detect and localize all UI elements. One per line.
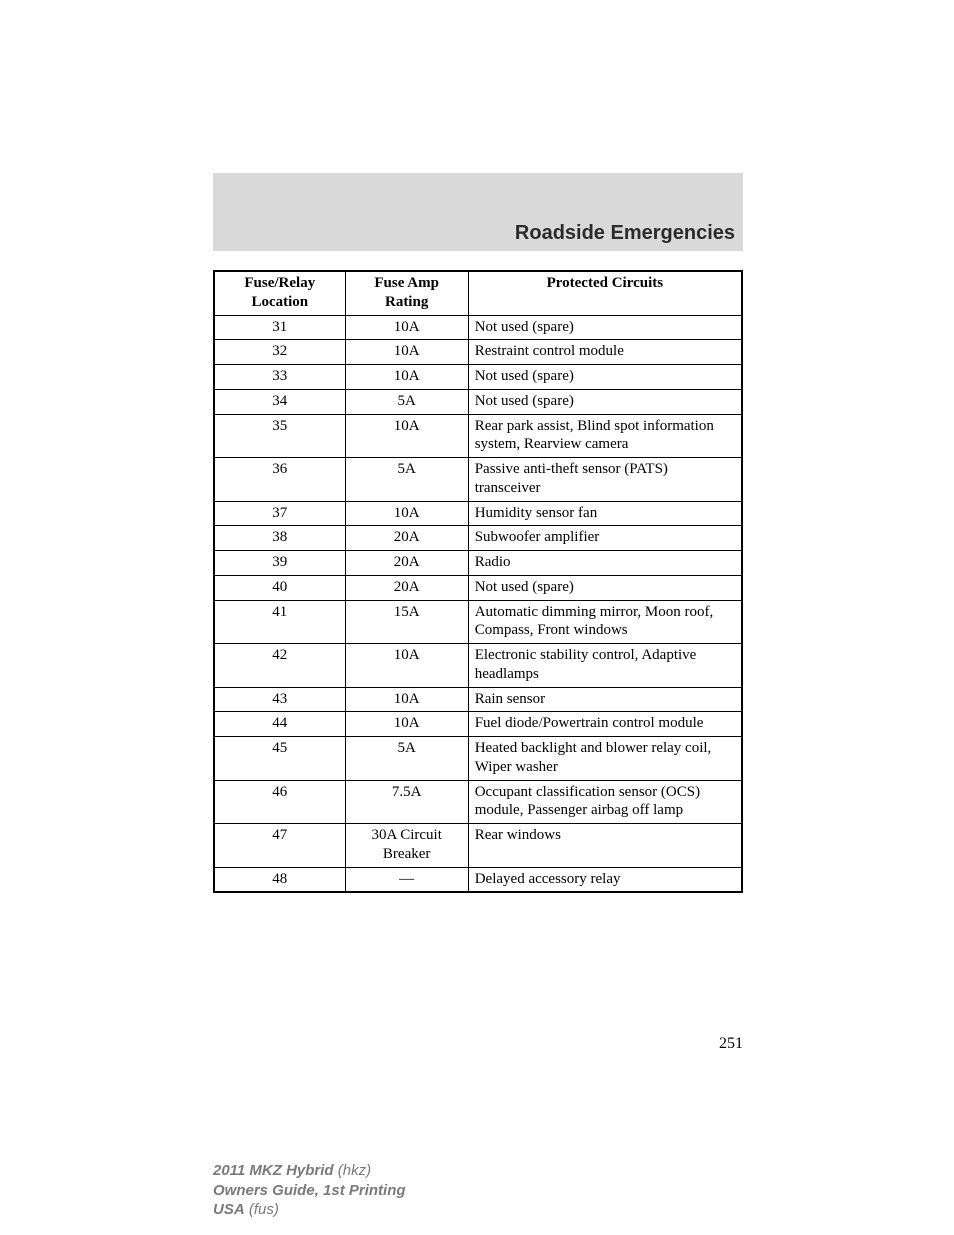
cell-fuse-location: 42	[214, 644, 345, 688]
cell-fuse-location: 32	[214, 340, 345, 365]
section-title: Roadside Emergencies	[515, 222, 735, 245]
table-row: 4020ANot used (spare)	[214, 575, 742, 600]
table-row: 3110ANot used (spare)	[214, 315, 742, 340]
header-cell-text: Fuse Amp	[374, 275, 439, 291]
footer-line-2: Owners Guide, 1st Printing	[213, 1181, 406, 1201]
cell-fuse-amp: 20A	[345, 575, 468, 600]
cell-fuse-location: 37	[214, 501, 345, 526]
cell-fuse-amp: 7.5A	[345, 780, 468, 824]
header-fuse-amp: Fuse Amp Rating	[345, 271, 468, 315]
table-row: 345ANot used (spare)	[214, 389, 742, 414]
cell-protected-circuits: Delayed accessory relay	[468, 867, 742, 892]
cell-fuse-amp: 30A Circuit Breaker	[345, 824, 468, 868]
cell-fuse-amp: 15A	[345, 600, 468, 644]
cell-fuse-location: 47	[214, 824, 345, 868]
cell-fuse-amp: —	[345, 867, 468, 892]
cell-protected-circuits: Radio	[468, 551, 742, 576]
cell-fuse-location: 34	[214, 389, 345, 414]
header-cell-text: Protected Circuits	[547, 275, 664, 291]
cell-fuse-amp: 10A	[345, 501, 468, 526]
table-row: 4410AFuel diode/Powertrain control modul…	[214, 712, 742, 737]
cell-fuse-location: 36	[214, 458, 345, 502]
cell-fuse-amp: 10A	[345, 340, 468, 365]
table-row: 4115AAutomatic dimming mirror, Moon roof…	[214, 600, 742, 644]
cell-fuse-amp: 10A	[345, 414, 468, 458]
cell-protected-circuits: Not used (spare)	[468, 389, 742, 414]
cell-fuse-location: 35	[214, 414, 345, 458]
cell-protected-circuits: Not used (spare)	[468, 365, 742, 390]
page: Roadside Emergencies Fuse/Relay Location…	[0, 0, 954, 1235]
header-cell-text: Rating	[385, 294, 428, 310]
cell-fuse-amp: 10A	[345, 687, 468, 712]
table-header-row: Fuse/Relay Location Fuse Amp Rating Prot…	[214, 271, 742, 315]
cell-protected-circuits: Rain sensor	[468, 687, 742, 712]
table-row: 3210ARestraint control module	[214, 340, 742, 365]
cell-fuse-location: 40	[214, 575, 345, 600]
table-row: 3710AHumidity sensor fan	[214, 501, 742, 526]
table-row: 4730A Circuit BreakerRear windows	[214, 824, 742, 868]
cell-protected-circuits: Electronic stability control, Adaptive h…	[468, 644, 742, 688]
cell-fuse-location: 43	[214, 687, 345, 712]
cell-fuse-location: 31	[214, 315, 345, 340]
footer-guide: Owners Guide, 1st Printing	[213, 1182, 406, 1199]
table-row: 48—Delayed accessory relay	[214, 867, 742, 892]
cell-fuse-amp: 5A	[345, 389, 468, 414]
cell-protected-circuits: Not used (spare)	[468, 315, 742, 340]
cell-fuse-amp: 5A	[345, 458, 468, 502]
cell-protected-circuits: Humidity sensor fan	[468, 501, 742, 526]
cell-fuse-location: 33	[214, 365, 345, 390]
cell-fuse-location: 48	[214, 867, 345, 892]
table-row: 455AHeated backlight and blower relay co…	[214, 737, 742, 781]
cell-protected-circuits: Passive anti-theft sensor (PATS) transce…	[468, 458, 742, 502]
table-row: 365APassive anti-theft sensor (PATS) tra…	[214, 458, 742, 502]
footer-line-1: 2011 MKZ Hybrid (hkz)	[213, 1161, 406, 1181]
table-row: 3920ARadio	[214, 551, 742, 576]
footer-region: USA	[213, 1201, 245, 1218]
section-header-block: Roadside Emergencies	[213, 173, 743, 251]
cell-protected-circuits: Rear windows	[468, 824, 742, 868]
table-row: 3310ANot used (spare)	[214, 365, 742, 390]
cell-fuse-amp: 20A	[345, 526, 468, 551]
cell-fuse-amp: 20A	[345, 551, 468, 576]
footer-model: 2011 MKZ Hybrid	[213, 1162, 334, 1179]
fuse-table: Fuse/Relay Location Fuse Amp Rating Prot…	[213, 270, 743, 893]
cell-protected-circuits: Not used (spare)	[468, 575, 742, 600]
cell-protected-circuits: Occupant classification sensor (OCS) mod…	[468, 780, 742, 824]
footer-model-code: (hkz)	[338, 1162, 371, 1179]
cell-fuse-location: 44	[214, 712, 345, 737]
cell-fuse-location: 45	[214, 737, 345, 781]
table-row: 4310ARain sensor	[214, 687, 742, 712]
cell-protected-circuits: Rear park assist, Blind spot information…	[468, 414, 742, 458]
header-fuse-location: Fuse/Relay Location	[214, 271, 345, 315]
header-cell-text: Location	[251, 294, 308, 310]
cell-protected-circuits: Automatic dimming mirror, Moon roof, Com…	[468, 600, 742, 644]
cell-protected-circuits: Fuel diode/Powertrain control module	[468, 712, 742, 737]
table-row: 4210AElectronic stability control, Adapt…	[214, 644, 742, 688]
table-row: 467.5AOccupant classification sensor (OC…	[214, 780, 742, 824]
cell-fuse-amp: 10A	[345, 315, 468, 340]
cell-protected-circuits: Heated backlight and blower relay coil, …	[468, 737, 742, 781]
cell-fuse-location: 41	[214, 600, 345, 644]
cell-fuse-location: 46	[214, 780, 345, 824]
header-cell-text: Fuse/Relay	[244, 275, 315, 291]
table-row: 3510ARear park assist, Blind spot inform…	[214, 414, 742, 458]
table-body: 3110ANot used (spare)3210ARestraint cont…	[214, 315, 742, 892]
footer: 2011 MKZ Hybrid (hkz) Owners Guide, 1st …	[213, 1161, 406, 1220]
footer-line-3: USA (fus)	[213, 1200, 406, 1220]
cell-protected-circuits: Subwoofer amplifier	[468, 526, 742, 551]
cell-protected-circuits: Restraint control module	[468, 340, 742, 365]
cell-fuse-amp: 10A	[345, 365, 468, 390]
cell-fuse-amp: 10A	[345, 712, 468, 737]
table-row: 3820ASubwoofer amplifier	[214, 526, 742, 551]
cell-fuse-location: 38	[214, 526, 345, 551]
cell-fuse-amp: 5A	[345, 737, 468, 781]
header-protected-circuits: Protected Circuits	[468, 271, 742, 315]
footer-region-code: (fus)	[249, 1201, 279, 1218]
cell-fuse-amp: 10A	[345, 644, 468, 688]
cell-fuse-location: 39	[214, 551, 345, 576]
page-number: 251	[719, 1035, 743, 1053]
